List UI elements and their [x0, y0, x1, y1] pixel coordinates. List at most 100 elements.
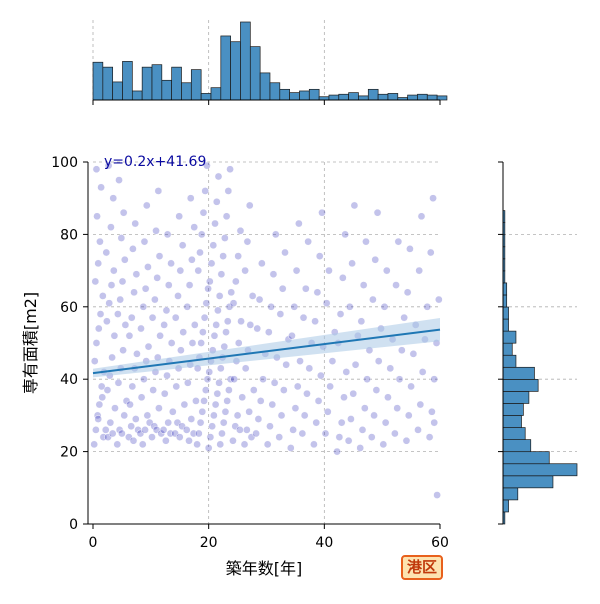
data-point — [372, 386, 381, 394]
data-point — [347, 415, 355, 423]
x-tick-label: 20 — [200, 535, 218, 551]
data-point — [179, 328, 188, 336]
data-point — [277, 411, 286, 420]
data-point — [216, 364, 225, 373]
data-point — [341, 230, 350, 239]
data-point — [119, 208, 128, 217]
data-point — [267, 302, 275, 311]
data-point — [214, 306, 222, 315]
top-hist-bar — [181, 82, 192, 101]
data-point — [98, 292, 107, 300]
data-point — [138, 440, 147, 449]
data-point — [164, 418, 173, 427]
data-point — [333, 447, 341, 456]
data-point — [335, 433, 344, 441]
data-point — [406, 245, 414, 253]
data-point — [430, 375, 439, 384]
data-point — [299, 313, 308, 322]
data-point — [402, 436, 411, 445]
data-point — [114, 310, 122, 318]
data-point — [310, 440, 318, 449]
top-hist-bar — [426, 94, 438, 101]
data-point — [384, 393, 392, 402]
right-hist-bar — [502, 366, 535, 380]
data-point — [328, 357, 337, 365]
data-point — [207, 259, 216, 268]
data-point — [304, 237, 312, 246]
data-point — [323, 407, 332, 416]
data-point — [215, 378, 223, 387]
data-point — [129, 436, 138, 445]
top-hist-bar — [407, 94, 418, 101]
top-hist-bar — [279, 88, 290, 101]
data-point — [271, 230, 280, 239]
right-hist-bar — [502, 451, 550, 465]
top-hist-bar — [328, 94, 340, 101]
data-point — [210, 411, 218, 420]
right-hist-axes — [498, 161, 504, 525]
data-point — [204, 444, 213, 452]
data-point — [196, 418, 205, 427]
data-point — [140, 375, 148, 384]
data-point — [120, 411, 129, 420]
data-point — [400, 313, 408, 322]
data-point — [241, 364, 250, 373]
top-hist-bar — [308, 88, 320, 101]
data-point — [404, 411, 413, 420]
data-point — [289, 426, 297, 434]
data-point — [381, 418, 390, 427]
data-point — [120, 255, 129, 264]
right-hist-bar — [502, 306, 509, 320]
data-point — [256, 397, 265, 405]
data-point — [356, 444, 365, 452]
data-point — [91, 277, 100, 286]
data-point — [151, 295, 159, 304]
right-hist-bar — [502, 378, 539, 392]
data-point — [288, 331, 296, 340]
data-point — [220, 342, 229, 351]
data-point — [117, 234, 126, 242]
data-point — [168, 407, 177, 416]
data-point — [144, 342, 153, 351]
data-point — [132, 270, 141, 279]
data-point — [189, 429, 198, 438]
regression-line — [92, 328, 441, 375]
data-point — [349, 389, 358, 398]
data-point — [206, 433, 215, 441]
top-hist-bar — [161, 79, 173, 101]
top-hist-bar — [210, 87, 222, 101]
data-point — [301, 284, 310, 293]
data-point — [367, 433, 376, 441]
data-point — [92, 426, 100, 434]
data-point — [248, 292, 257, 300]
data-point — [292, 266, 301, 275]
data-point — [263, 440, 272, 449]
data-point — [382, 266, 391, 275]
data-point — [153, 273, 162, 282]
data-point — [171, 313, 180, 322]
right-hist-bar — [502, 330, 517, 344]
data-point — [141, 426, 149, 434]
data-point — [217, 270, 226, 279]
data-point — [214, 172, 223, 181]
right-hist-bar — [502, 487, 519, 501]
right-hist-bar — [502, 499, 509, 513]
data-point — [200, 313, 209, 322]
data-point — [264, 328, 273, 336]
top-hist-bar — [102, 66, 114, 101]
data-point — [409, 350, 418, 358]
data-point — [218, 429, 226, 438]
data-point — [187, 415, 196, 423]
data-point — [149, 386, 157, 394]
data-point — [298, 429, 307, 438]
data-point — [278, 284, 287, 293]
data-point — [155, 404, 163, 413]
data-point — [113, 440, 122, 449]
data-point — [159, 426, 168, 434]
data-point — [126, 400, 134, 409]
data-point — [351, 360, 360, 369]
data-point — [167, 259, 175, 268]
data-point — [240, 440, 249, 449]
data-point — [164, 281, 173, 289]
